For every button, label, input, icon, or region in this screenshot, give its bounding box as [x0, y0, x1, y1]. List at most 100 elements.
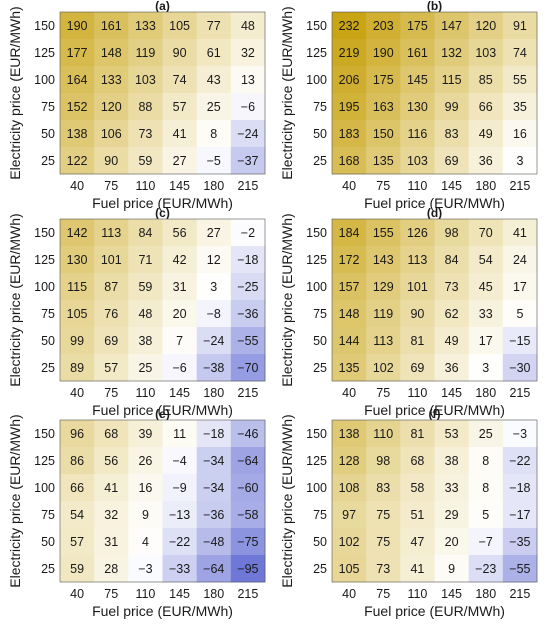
heatmap-cell [434, 66, 470, 94]
cell-value-label: 48 [138, 307, 152, 321]
cell-value-label: 75 [376, 508, 390, 522]
x-tick-label: 75 [376, 587, 390, 601]
y-tick-label: 50 [41, 334, 55, 348]
y-tick-label: 50 [41, 127, 55, 141]
x-tick-label: 110 [407, 179, 427, 193]
cell-value-label: −3 [513, 427, 527, 441]
heatmap-cell [94, 120, 129, 148]
heatmap-cell [502, 555, 538, 583]
heatmap-cell [162, 300, 198, 328]
heatmap-cell [366, 66, 401, 94]
heatmap-cell [434, 93, 470, 121]
cell-value-label: 42 [173, 253, 187, 267]
heatmap-cell [332, 354, 367, 382]
y-axis-label: Electricity price (EUR/MWh) [7, 414, 23, 587]
cell-value-label: 103 [475, 46, 496, 60]
heatmap-cell [502, 66, 538, 94]
cell-value-label: 9 [448, 562, 455, 576]
panel-frame [331, 11, 538, 175]
heatmap-cell [332, 39, 367, 67]
cell-value-label: 84 [138, 226, 152, 240]
panel-title: (f) [429, 407, 441, 421]
cell-value-label: 155 [373, 226, 394, 240]
y-tick-label: 50 [313, 334, 327, 348]
heatmap-cell [434, 447, 470, 475]
heatmap-cell [196, 327, 232, 355]
heatmap-cell [434, 327, 470, 355]
cell-value-label: 102 [373, 361, 394, 375]
cell-value-label: 135 [373, 154, 394, 168]
cell-value-label: 135 [339, 361, 360, 375]
cell-value-label: 195 [339, 100, 360, 114]
heatmap-cell [196, 420, 232, 448]
cell-value-label: −7 [479, 535, 493, 549]
heatmap-cell [400, 447, 435, 475]
y-tick-label: 150 [306, 19, 327, 33]
heatmap-cell [366, 555, 401, 583]
x-axis-label: Fuel price (EUR/MWh) [92, 195, 233, 211]
heatmap-cell [196, 147, 232, 175]
cell-value-label: 168 [339, 154, 360, 168]
y-tick-label: 125 [34, 454, 55, 468]
x-tick-label: 215 [237, 386, 258, 400]
heatmap-cell [60, 300, 95, 328]
heatmap-cell [434, 12, 470, 40]
cell-value-label: 133 [135, 19, 156, 33]
y-tick-label: 150 [34, 427, 55, 441]
cell-value-label: −18 [509, 481, 530, 495]
cell-value-label: 105 [67, 307, 88, 321]
heatmap-cell [94, 528, 129, 556]
heatmap-cell [60, 447, 95, 475]
x-tick-label: 110 [135, 386, 155, 400]
heatmap-cell [162, 327, 198, 355]
cell-value-label: −55 [237, 334, 258, 348]
y-tick-label: 25 [313, 361, 327, 375]
cell-value-label: 163 [373, 100, 394, 114]
cell-value-label: 71 [138, 253, 152, 267]
cell-value-label: 53 [445, 427, 459, 441]
heatmap-cell [400, 219, 435, 247]
cell-value-label: −64 [203, 562, 224, 576]
x-tick-label: 145 [441, 179, 462, 193]
cell-value-label: 4 [142, 535, 149, 549]
cell-value-label: 61 [207, 46, 221, 60]
cell-value-label: −70 [237, 361, 258, 375]
heatmap-cell [468, 528, 504, 556]
cell-value-label: 88 [138, 100, 152, 114]
heatmap-cell [332, 273, 367, 301]
x-tick-label: 180 [203, 179, 224, 193]
x-tick-label: 145 [441, 386, 462, 400]
heatmap-cell [366, 12, 401, 40]
cell-value-label: 161 [407, 46, 428, 60]
heatmap-cell [468, 219, 504, 247]
y-tick-label: 100 [34, 280, 55, 294]
cell-value-label: 161 [101, 19, 122, 33]
heatmap-cell [434, 147, 470, 175]
cell-value-label: 28 [104, 562, 118, 576]
cell-value-label: 74 [173, 73, 187, 87]
x-tick-label: 180 [203, 587, 224, 601]
cell-value-label: 48 [241, 19, 255, 33]
heatmap-cell [366, 327, 401, 355]
heatmap-cell [468, 327, 504, 355]
cell-value-label: 73 [376, 562, 390, 576]
cell-value-label: 98 [445, 226, 459, 240]
heatmap-cell [366, 273, 401, 301]
heatmap-cell [162, 555, 198, 583]
x-tick-label: 40 [70, 179, 84, 193]
cell-value-label: −58 [237, 508, 258, 522]
heatmap-cell [434, 474, 470, 502]
heatmap-cell [400, 246, 435, 274]
heatmap-cell [128, 12, 163, 40]
cell-value-label: 49 [445, 334, 459, 348]
cell-value-label: 68 [104, 427, 118, 441]
heatmap-cell [468, 420, 504, 448]
cell-value-label: 87 [104, 280, 118, 294]
cell-value-label: 83 [445, 127, 459, 141]
heatmap-cell [332, 246, 367, 274]
heatmap-cell [60, 555, 95, 583]
cell-value-label: 58 [410, 481, 424, 495]
cell-value-label: 102 [339, 535, 360, 549]
heatmap-cell [60, 420, 95, 448]
cell-value-label: −36 [237, 307, 258, 321]
